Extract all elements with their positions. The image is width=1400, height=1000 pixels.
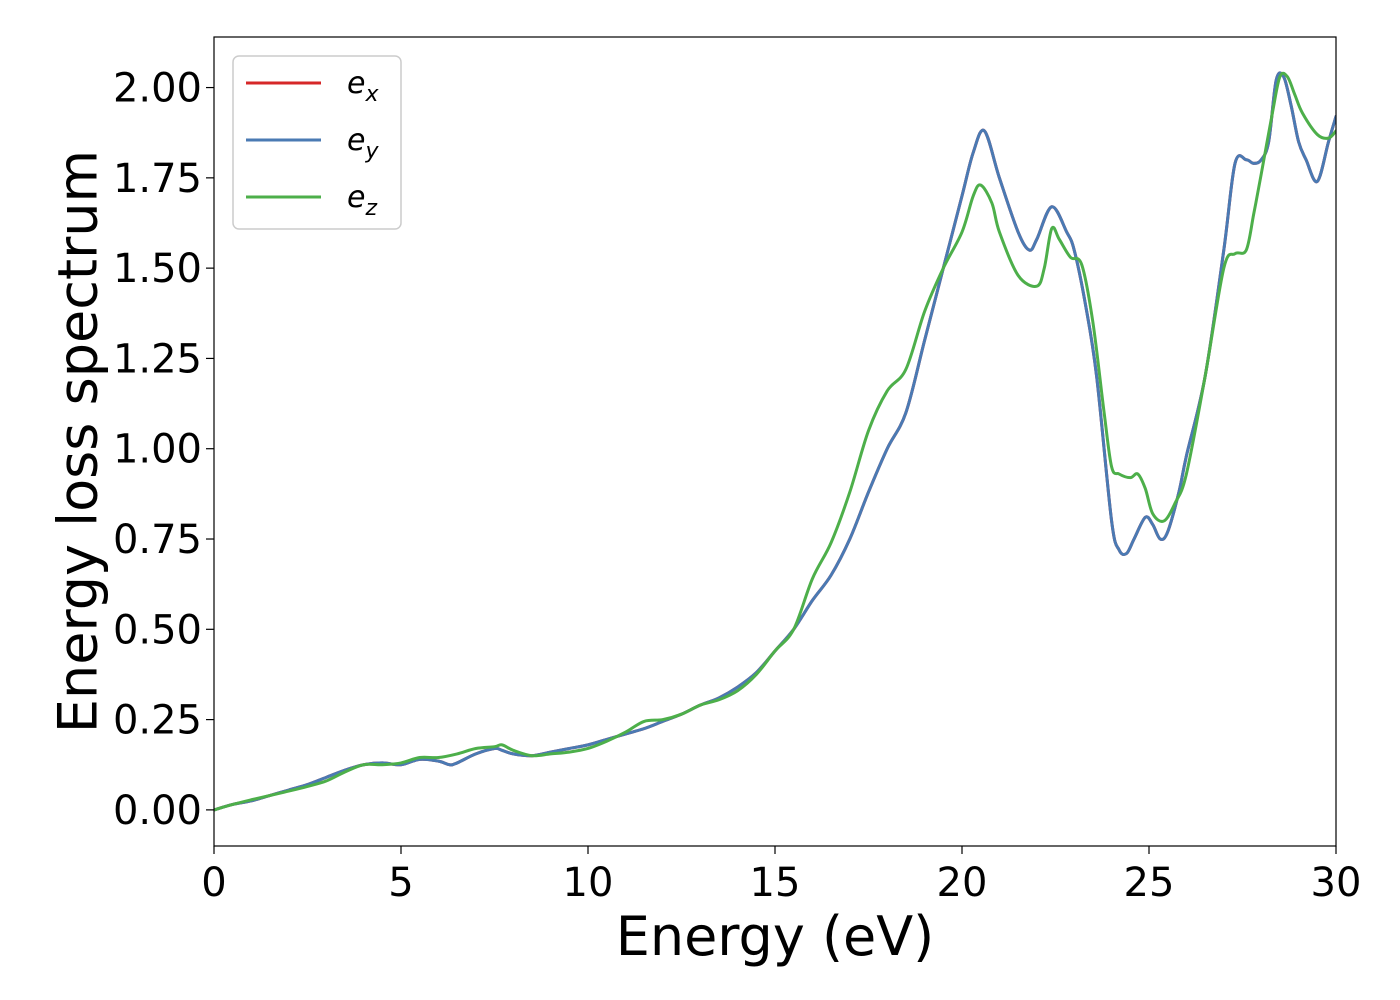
series-line-ez bbox=[214, 71, 1336, 812]
x-tick-label: 0 bbox=[201, 860, 226, 906]
legend-label-subscript: z bbox=[364, 196, 377, 221]
y-tick-label: 0.25 bbox=[113, 698, 202, 744]
y-tick-label: 1.50 bbox=[113, 246, 202, 292]
x-tick-label: 5 bbox=[388, 860, 413, 906]
x-tick-label: 10 bbox=[563, 860, 614, 906]
legend-label-subscript: x bbox=[364, 82, 379, 107]
x-axis: 0 5 10 15 20 25 30 bbox=[201, 846, 1361, 906]
y-axis-label: Energy loss spectrum bbox=[47, 150, 110, 733]
legend-box bbox=[232, 55, 402, 230]
legend-label: ex bbox=[347, 66, 379, 107]
legend-label-subscript: y bbox=[364, 139, 379, 164]
x-axis-label: Energy (eV) bbox=[616, 905, 935, 968]
y-axis: 0.00 0.25 0.50 0.75 1.00 1.25 1.50 1.75 2.00 bbox=[113, 66, 214, 834]
y-tick-label: 0.75 bbox=[113, 517, 202, 563]
x-tick-label: 30 bbox=[1311, 860, 1362, 906]
y-tick-label: 0.00 bbox=[113, 788, 202, 834]
y-tick-label: 1.75 bbox=[113, 156, 202, 202]
legend-label: ey bbox=[347, 123, 379, 164]
x-tick-label: 20 bbox=[937, 860, 988, 906]
x-tick-label: 15 bbox=[750, 860, 801, 906]
series-layer bbox=[214, 71, 1336, 812]
y-tick-label: 1.25 bbox=[113, 336, 202, 382]
series-line-ey bbox=[214, 71, 1336, 812]
legend-label: ez bbox=[347, 180, 377, 221]
legend-label-base: e bbox=[347, 123, 365, 158]
y-tick-label: 1.00 bbox=[113, 427, 202, 473]
y-tick-label: 0.50 bbox=[113, 607, 202, 653]
y-tick-label: 2.00 bbox=[113, 66, 202, 112]
legend-label-base: e bbox=[347, 180, 365, 215]
legend-label-base: e bbox=[347, 66, 365, 101]
x-tick-label: 25 bbox=[1124, 860, 1175, 906]
